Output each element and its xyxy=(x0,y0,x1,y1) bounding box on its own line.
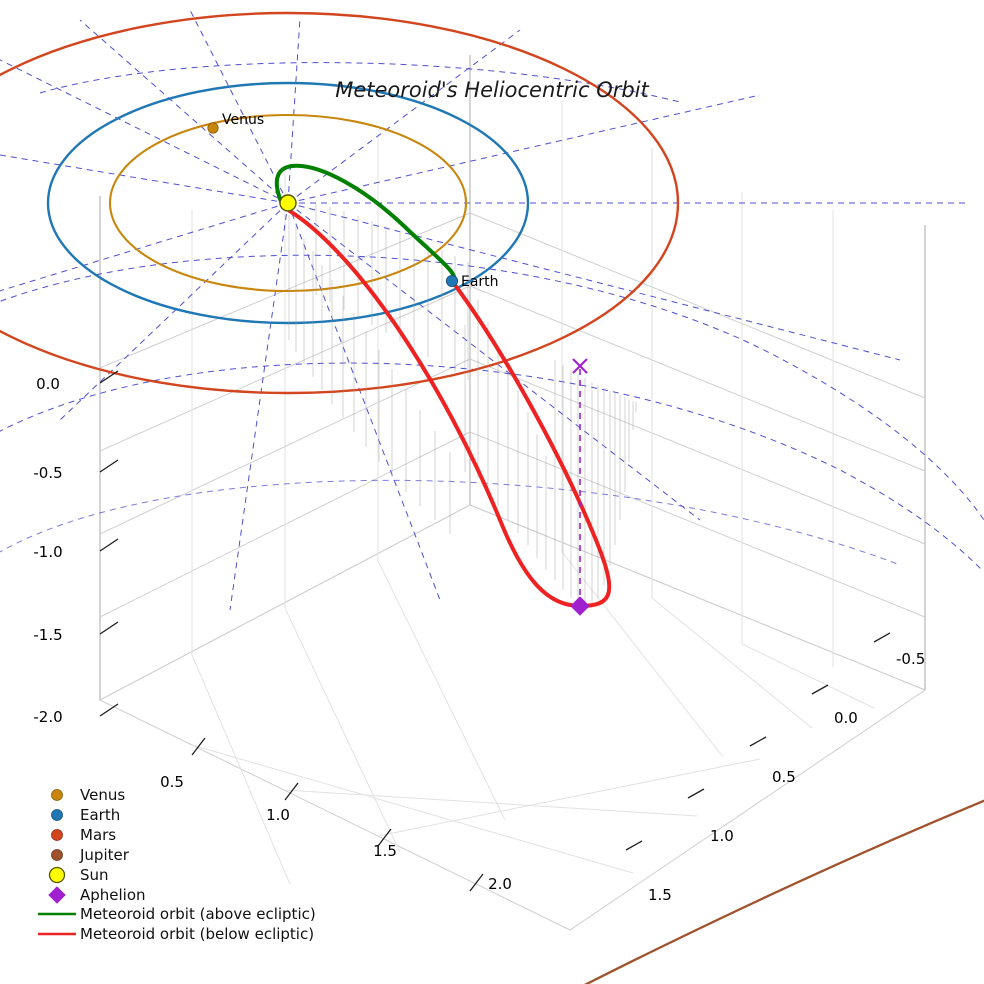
earth-point-label: Earth xyxy=(461,274,499,290)
legend-item[interactable]: Meteoroid orbit (above ecliptic) xyxy=(38,905,316,923)
legend-marker-earth-icon xyxy=(51,809,63,821)
x-tick-label: 1.5 xyxy=(373,842,397,860)
jupiter-orbit xyxy=(584,799,984,984)
x-tick-label: 1.0 xyxy=(266,806,290,824)
page-title: Meteoroid's Heliocentric Orbit xyxy=(335,78,649,102)
x-tick-label: 2.0 xyxy=(488,875,512,893)
y-tick-label: -0.5 xyxy=(896,650,925,668)
x-tick-label: 0.5 xyxy=(160,773,184,791)
y-axis-ticks: -0.5 0.0 0.5 1.0 1.5 xyxy=(625,632,925,904)
venus-orbit xyxy=(108,113,468,293)
body-markers: Venus Earth xyxy=(207,112,499,290)
z-axis-ticks: 0.0 -0.5 -1.0 -1.5 -2.0 xyxy=(33,370,119,726)
planet-orbits xyxy=(0,11,984,984)
z-tick-label: 0.0 xyxy=(36,375,60,393)
legend-marker-mars-icon xyxy=(51,829,63,841)
z-tick-label: -1.5 xyxy=(33,626,62,644)
legend-label: Jupiter xyxy=(79,846,130,864)
legend-label: Venus xyxy=(80,786,125,804)
meteoroid-orbit-above-ecliptic xyxy=(274,163,456,283)
aphelion-ecliptic-cross xyxy=(572,358,588,374)
y-tick-label: 1.5 xyxy=(648,886,672,904)
legend-label: Mars xyxy=(80,826,116,844)
mars-orbit xyxy=(0,11,680,395)
legend-item[interactable]: Meteoroid orbit (below ecliptic) xyxy=(38,925,314,943)
legend-item[interactable]: Earth xyxy=(51,806,121,824)
earth-orbit xyxy=(46,81,530,325)
axes-3d-panes xyxy=(98,55,927,931)
legend-marker-aphelion-icon xyxy=(48,886,66,904)
ecliptic-reference-lines xyxy=(0,9,984,611)
aphelion-group xyxy=(570,358,590,616)
legend-label: Sun xyxy=(80,866,109,884)
legend: Venus Earth Mars Jupiter Sun Aphelion Me… xyxy=(38,786,316,943)
z-tick-label: -2.0 xyxy=(33,708,62,726)
x-axis-ticks: 0.5 1.0 1.5 2.0 xyxy=(160,737,512,893)
z-tick-label: -1.0 xyxy=(33,543,62,561)
legend-item[interactable]: Sun xyxy=(48,866,109,884)
right-pane-grid xyxy=(469,100,926,691)
y-tick-label: 0.5 xyxy=(772,768,796,786)
meteoroid-orbit xyxy=(274,163,612,609)
legend-marker-sun-icon xyxy=(48,866,66,884)
legend-item[interactable]: Jupiter xyxy=(51,846,130,864)
legend-label: Meteoroid orbit (below ecliptic) xyxy=(80,925,314,943)
legend-label: Earth xyxy=(80,806,120,824)
meteoroid-orbit-below-ecliptic xyxy=(281,204,612,609)
axis-ticks: 0.0 -0.5 -1.0 -1.5 -2.0 0.5 1.0 1.5 2.0 … xyxy=(33,370,925,904)
legend-item[interactable]: Aphelion xyxy=(48,886,146,904)
legend-label: Aphelion xyxy=(80,886,146,904)
venus-marker xyxy=(207,122,219,134)
legend-marker-venus-icon xyxy=(51,789,63,801)
legend-label: Meteoroid orbit (above ecliptic) xyxy=(80,905,316,923)
venus-point-label: Venus xyxy=(222,112,264,128)
earth-marker xyxy=(445,274,459,288)
legend-item[interactable]: Venus xyxy=(51,786,126,804)
aphelion-diamond-marker xyxy=(570,596,590,616)
z-tick-label: -0.5 xyxy=(33,464,62,482)
sun-marker xyxy=(279,194,297,212)
legend-item[interactable]: Mars xyxy=(51,826,117,844)
legend-marker-jupiter-icon xyxy=(51,849,63,861)
y-tick-label: 1.0 xyxy=(710,827,734,845)
y-tick-label: 0.0 xyxy=(834,709,858,727)
